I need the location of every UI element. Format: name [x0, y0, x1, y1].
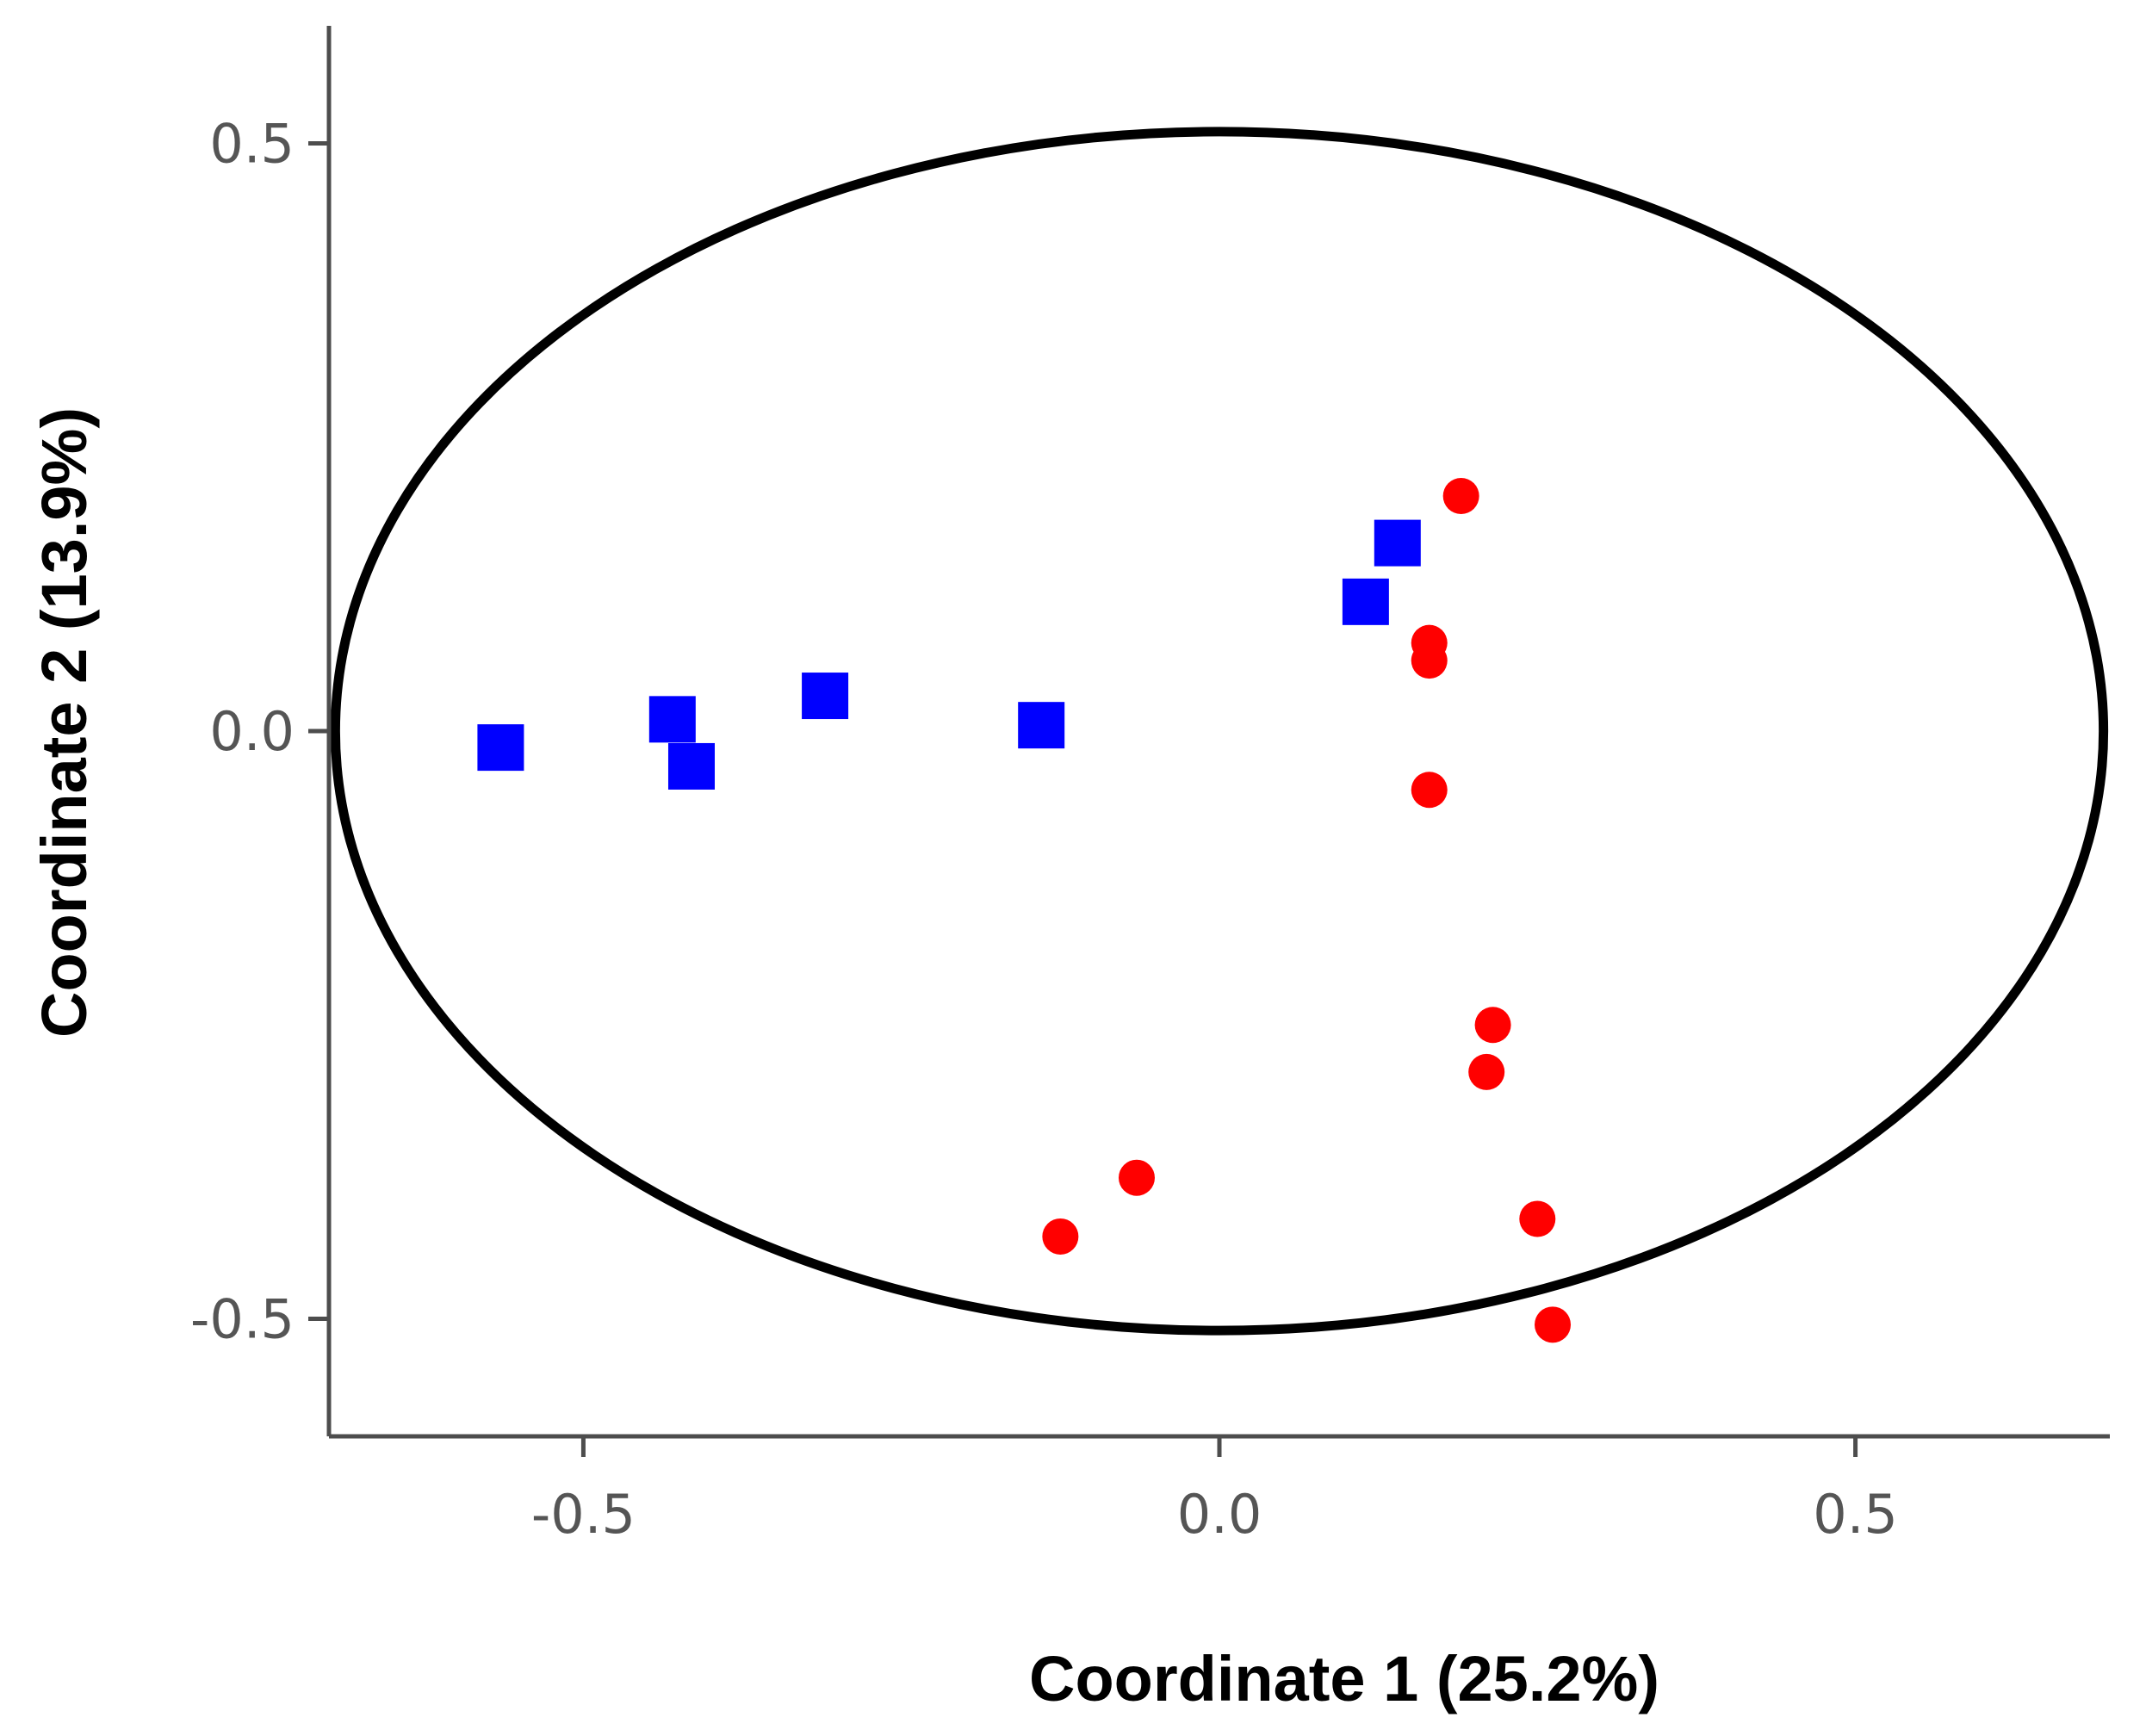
- data-points: [477, 478, 1572, 1343]
- data-point-circle: [1468, 1053, 1505, 1090]
- data-point-circle: [1519, 1200, 1556, 1237]
- axes: [326, 26, 2110, 1439]
- data-point-square: [802, 673, 849, 720]
- axis-ticks: -0.5 0.0 0.5 0.5 0.0 -0.5: [190, 113, 1898, 1547]
- y-tick-label: 0.5: [209, 113, 295, 176]
- x-tick-label: -0.5: [531, 1483, 636, 1546]
- data-point-square: [1374, 519, 1421, 567]
- data-point-circle: [1118, 1159, 1155, 1196]
- y-tick-label: -0.5: [190, 1288, 295, 1351]
- data-point-square: [1342, 578, 1389, 625]
- data-point-circle: [1474, 1007, 1511, 1044]
- data-point-circle: [1535, 1306, 1572, 1343]
- data-point-square: [667, 742, 715, 790]
- data-point-square: [648, 696, 696, 743]
- x-tick-label: 0.0: [1177, 1483, 1262, 1546]
- data-point-square: [477, 724, 524, 772]
- y-tick-label: 0.0: [209, 700, 295, 763]
- confidence-ellipse: [330, 127, 2109, 1336]
- data-point-circle: [1411, 772, 1448, 809]
- data-point-circle: [1411, 642, 1448, 679]
- x-tick-label: 0.5: [1813, 1483, 1898, 1546]
- data-point-circle: [1442, 478, 1479, 514]
- data-point-square: [1018, 702, 1065, 749]
- x-axis-title: Coordinate 1 (25.2%): [1029, 1643, 1659, 1714]
- confidence-ellipse-layer: [330, 127, 2109, 1336]
- data-point-circle: [1042, 1218, 1079, 1255]
- y-axis-title: Coordinate 2 (13.9%): [28, 407, 100, 1038]
